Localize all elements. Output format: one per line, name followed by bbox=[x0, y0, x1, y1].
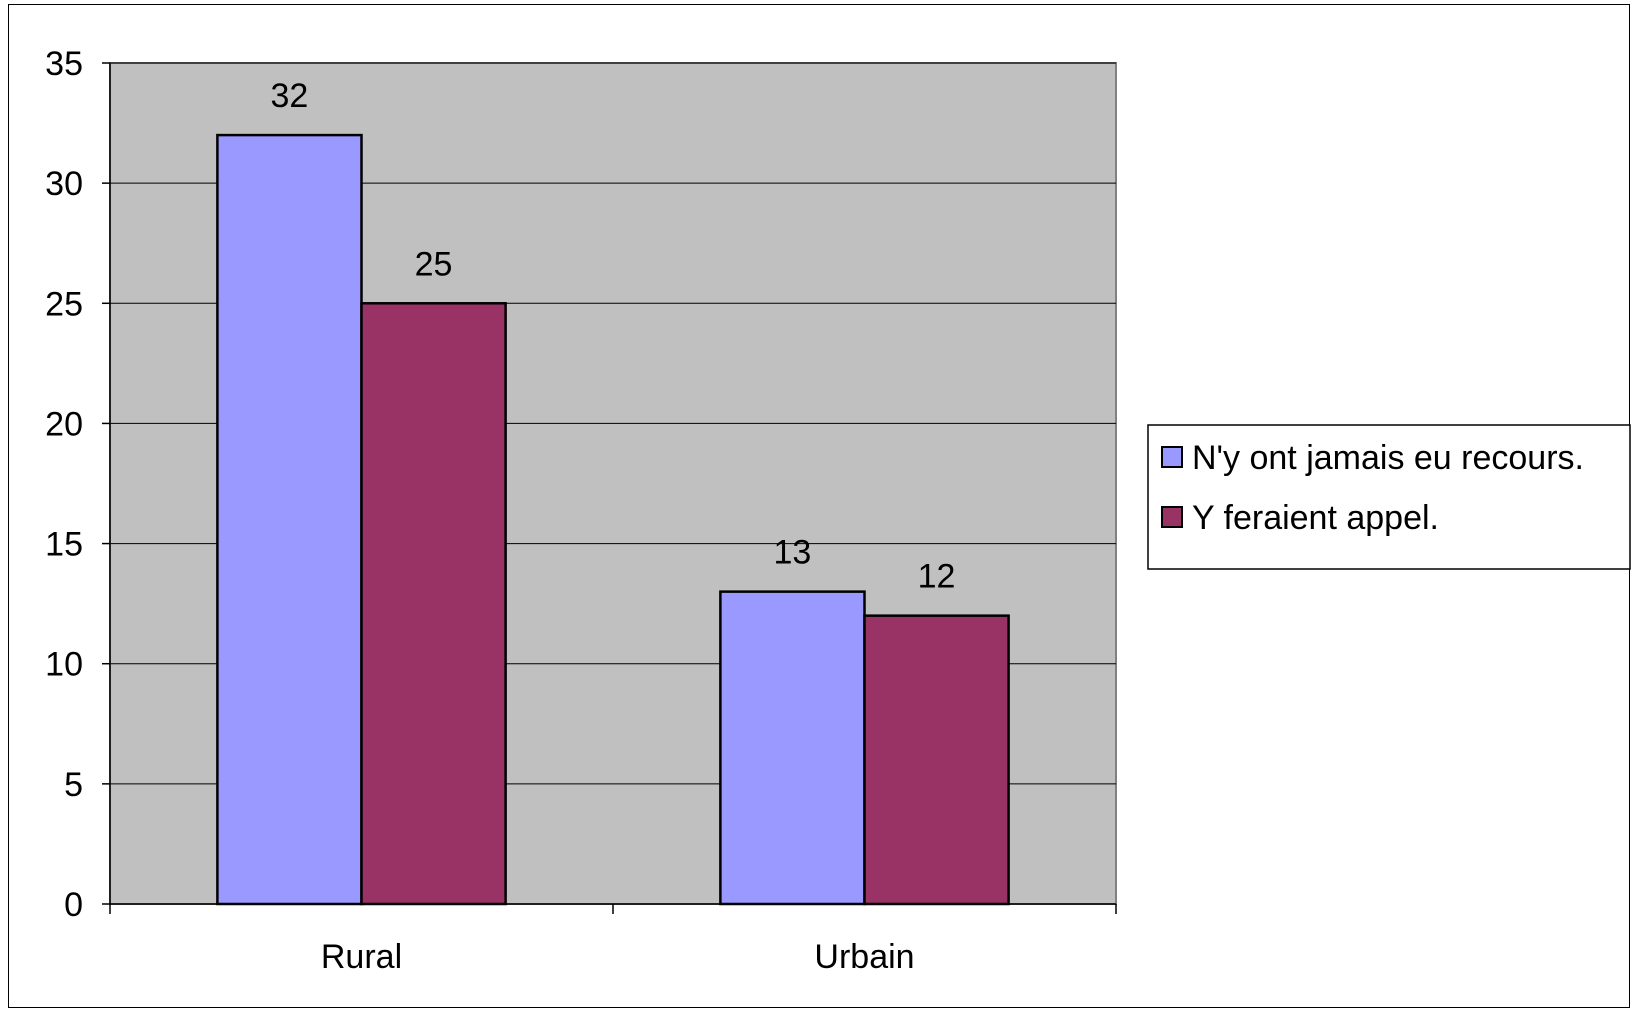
bar bbox=[216, 133, 363, 906]
legend-label: Y feraient appel. bbox=[1192, 499, 1439, 537]
y-tick-label: 35 bbox=[45, 45, 83, 83]
bar bbox=[863, 614, 1010, 906]
legend-swatch bbox=[1161, 506, 1183, 528]
y-tick-label: 5 bbox=[64, 766, 83, 804]
y-tick-label: 25 bbox=[45, 285, 83, 323]
bars bbox=[216, 133, 1010, 906]
data-label: 25 bbox=[415, 245, 453, 283]
data-label: 12 bbox=[918, 558, 956, 596]
y-tick-label: 10 bbox=[45, 646, 83, 684]
legend-swatch bbox=[1161, 446, 1183, 468]
x-tick-label: Rural bbox=[321, 938, 402, 976]
legend: N'y ont jamais eu recours. Y feraient app… bbox=[1147, 424, 1631, 570]
y-tick-label: 15 bbox=[45, 526, 83, 564]
bar bbox=[719, 590, 866, 906]
x-axis: Rural Urbain bbox=[109, 903, 1117, 976]
data-label: 32 bbox=[271, 77, 309, 115]
y-axis: 0 5 10 15 20 25 30 35 bbox=[45, 45, 111, 924]
data-labels: 32 25 13 12 bbox=[271, 77, 956, 596]
data-label: 13 bbox=[774, 534, 812, 572]
y-tick-label: 30 bbox=[45, 165, 83, 203]
legend-label: N'y ont jamais eu recours. bbox=[1192, 439, 1584, 477]
y-tick-label: 0 bbox=[64, 886, 83, 924]
x-tick-label: Urbain bbox=[814, 938, 914, 976]
bar bbox=[360, 302, 507, 906]
legend-box bbox=[1147, 424, 1631, 570]
y-tick-label: 20 bbox=[45, 405, 83, 443]
